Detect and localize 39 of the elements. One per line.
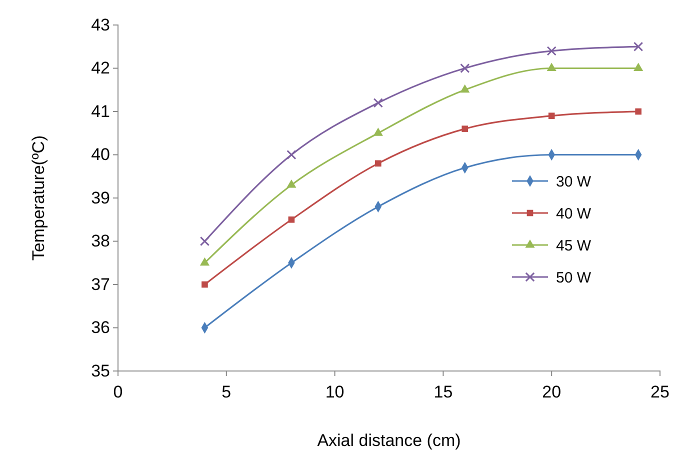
y-tick-label: 37 xyxy=(91,274,110,294)
point xyxy=(200,257,210,266)
point xyxy=(634,62,644,72)
x-tick-label: 20 xyxy=(542,382,562,402)
point xyxy=(373,98,383,108)
point xyxy=(548,112,555,119)
y-tick-label: 39 xyxy=(91,188,110,208)
point xyxy=(373,128,383,136)
x-tick-label: 25 xyxy=(650,382,670,402)
y-tick-label: 43 xyxy=(91,15,110,34)
point xyxy=(635,108,642,115)
point xyxy=(286,150,296,160)
x-tick-label: 5 xyxy=(222,382,232,402)
point xyxy=(546,62,556,72)
point xyxy=(200,236,210,246)
legend-label: 45 W xyxy=(556,237,592,254)
point xyxy=(202,281,208,288)
x-axis-title: Axial distance (cm) xyxy=(317,431,461,450)
point xyxy=(462,126,468,132)
x-tick-label: 10 xyxy=(325,382,344,402)
point xyxy=(286,179,296,188)
y-tick-label: 38 xyxy=(91,232,110,251)
y-tick-label: 40 xyxy=(91,145,110,164)
y-tick-label: 41 xyxy=(91,102,110,121)
legend-label: 40 W xyxy=(556,205,592,222)
legend-label: 30 W xyxy=(556,173,592,190)
point xyxy=(546,46,556,56)
point xyxy=(288,216,295,223)
point xyxy=(460,63,470,74)
y-axis-title: Temperature(ºC) xyxy=(29,135,48,261)
y-tick-label: 42 xyxy=(91,58,110,78)
point xyxy=(460,84,470,93)
x-tick-label: 0 xyxy=(113,382,123,402)
legend-label: 50 W xyxy=(556,269,592,286)
point xyxy=(375,160,382,167)
point xyxy=(633,42,644,52)
y-tick-label: 35 xyxy=(91,361,110,380)
y-tick-label: 36 xyxy=(91,318,110,338)
x-tick-label: 15 xyxy=(434,382,453,402)
